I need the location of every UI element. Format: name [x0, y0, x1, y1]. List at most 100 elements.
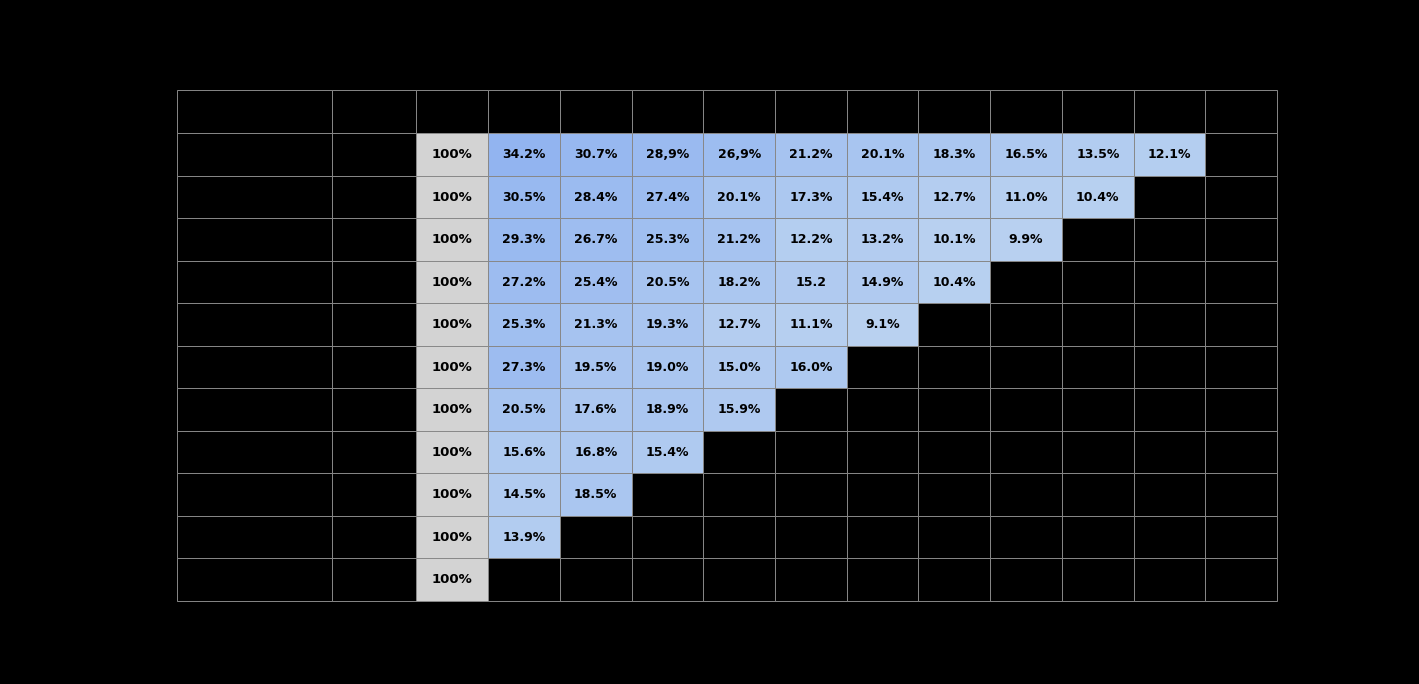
Text: 28.4%: 28.4% [575, 191, 617, 204]
FancyBboxPatch shape [488, 261, 561, 304]
Text: 21.3%: 21.3% [575, 318, 617, 331]
FancyBboxPatch shape [918, 431, 990, 473]
FancyBboxPatch shape [704, 558, 775, 601]
Text: 15.4%: 15.4% [646, 445, 690, 459]
Text: 100%: 100% [431, 318, 473, 331]
FancyBboxPatch shape [1061, 176, 1134, 218]
Text: 21.2%: 21.2% [718, 233, 761, 246]
FancyBboxPatch shape [631, 516, 704, 558]
FancyBboxPatch shape [1134, 90, 1205, 133]
FancyBboxPatch shape [416, 261, 488, 304]
FancyBboxPatch shape [332, 133, 416, 176]
FancyBboxPatch shape [177, 558, 332, 601]
FancyBboxPatch shape [704, 176, 775, 218]
FancyBboxPatch shape [488, 389, 561, 431]
FancyBboxPatch shape [918, 176, 990, 218]
FancyBboxPatch shape [1061, 516, 1134, 558]
FancyBboxPatch shape [416, 389, 488, 431]
FancyBboxPatch shape [631, 218, 704, 261]
FancyBboxPatch shape [1205, 90, 1277, 133]
FancyBboxPatch shape [561, 304, 631, 346]
FancyBboxPatch shape [416, 304, 488, 346]
FancyBboxPatch shape [1061, 90, 1134, 133]
FancyBboxPatch shape [332, 516, 416, 558]
FancyBboxPatch shape [177, 90, 332, 133]
FancyBboxPatch shape [1205, 431, 1277, 473]
FancyBboxPatch shape [1205, 346, 1277, 389]
Text: 12.7%: 12.7% [932, 191, 976, 204]
FancyBboxPatch shape [990, 90, 1061, 133]
FancyBboxPatch shape [847, 133, 918, 176]
FancyBboxPatch shape [775, 516, 847, 558]
FancyBboxPatch shape [847, 304, 918, 346]
Text: 12.7%: 12.7% [718, 318, 761, 331]
Text: 18.9%: 18.9% [646, 403, 690, 416]
FancyBboxPatch shape [1134, 558, 1205, 601]
Text: 12.2%: 12.2% [789, 233, 833, 246]
Text: 15.9%: 15.9% [718, 403, 761, 416]
FancyBboxPatch shape [561, 90, 631, 133]
FancyBboxPatch shape [990, 389, 1061, 431]
Text: 17.3%: 17.3% [789, 191, 833, 204]
FancyBboxPatch shape [561, 516, 631, 558]
FancyBboxPatch shape [1061, 304, 1134, 346]
FancyBboxPatch shape [1061, 133, 1134, 176]
Text: 26,9%: 26,9% [718, 148, 761, 161]
Text: 21.2%: 21.2% [789, 148, 833, 161]
FancyBboxPatch shape [1134, 261, 1205, 304]
Text: 19.3%: 19.3% [646, 318, 690, 331]
FancyBboxPatch shape [488, 558, 561, 601]
FancyBboxPatch shape [177, 261, 332, 304]
FancyBboxPatch shape [1061, 473, 1134, 516]
Text: 13.2%: 13.2% [861, 233, 904, 246]
Text: 100%: 100% [431, 403, 473, 416]
FancyBboxPatch shape [1205, 176, 1277, 218]
FancyBboxPatch shape [177, 473, 332, 516]
FancyBboxPatch shape [775, 558, 847, 601]
FancyBboxPatch shape [332, 304, 416, 346]
FancyBboxPatch shape [416, 558, 488, 601]
FancyBboxPatch shape [631, 304, 704, 346]
FancyBboxPatch shape [775, 431, 847, 473]
FancyBboxPatch shape [847, 218, 918, 261]
Text: 15.0%: 15.0% [718, 360, 761, 373]
Text: 29.3%: 29.3% [502, 233, 546, 246]
Text: 15.6%: 15.6% [502, 445, 546, 459]
FancyBboxPatch shape [847, 389, 918, 431]
FancyBboxPatch shape [775, 261, 847, 304]
FancyBboxPatch shape [561, 133, 631, 176]
FancyBboxPatch shape [488, 473, 561, 516]
FancyBboxPatch shape [1205, 389, 1277, 431]
FancyBboxPatch shape [847, 261, 918, 304]
FancyBboxPatch shape [561, 261, 631, 304]
FancyBboxPatch shape [332, 261, 416, 304]
FancyBboxPatch shape [775, 389, 847, 431]
Text: 10.1%: 10.1% [932, 233, 976, 246]
FancyBboxPatch shape [332, 346, 416, 389]
FancyBboxPatch shape [332, 389, 416, 431]
Text: 9.1%: 9.1% [866, 318, 900, 331]
Text: 27.4%: 27.4% [646, 191, 690, 204]
FancyBboxPatch shape [704, 261, 775, 304]
FancyBboxPatch shape [918, 346, 990, 389]
FancyBboxPatch shape [918, 133, 990, 176]
Text: 10.4%: 10.4% [1076, 191, 1120, 204]
Text: 12.1%: 12.1% [1148, 148, 1192, 161]
Text: 100%: 100% [431, 488, 473, 501]
Text: 20.1%: 20.1% [861, 148, 904, 161]
FancyBboxPatch shape [416, 431, 488, 473]
FancyBboxPatch shape [561, 431, 631, 473]
FancyBboxPatch shape [631, 431, 704, 473]
FancyBboxPatch shape [561, 176, 631, 218]
Text: 16.0%: 16.0% [789, 360, 833, 373]
FancyBboxPatch shape [918, 558, 990, 601]
FancyBboxPatch shape [918, 90, 990, 133]
FancyBboxPatch shape [1205, 558, 1277, 601]
Text: 11.1%: 11.1% [789, 318, 833, 331]
FancyBboxPatch shape [775, 304, 847, 346]
Text: 20.5%: 20.5% [502, 403, 546, 416]
Text: 30.7%: 30.7% [575, 148, 617, 161]
FancyBboxPatch shape [918, 304, 990, 346]
FancyBboxPatch shape [847, 90, 918, 133]
FancyBboxPatch shape [631, 473, 704, 516]
